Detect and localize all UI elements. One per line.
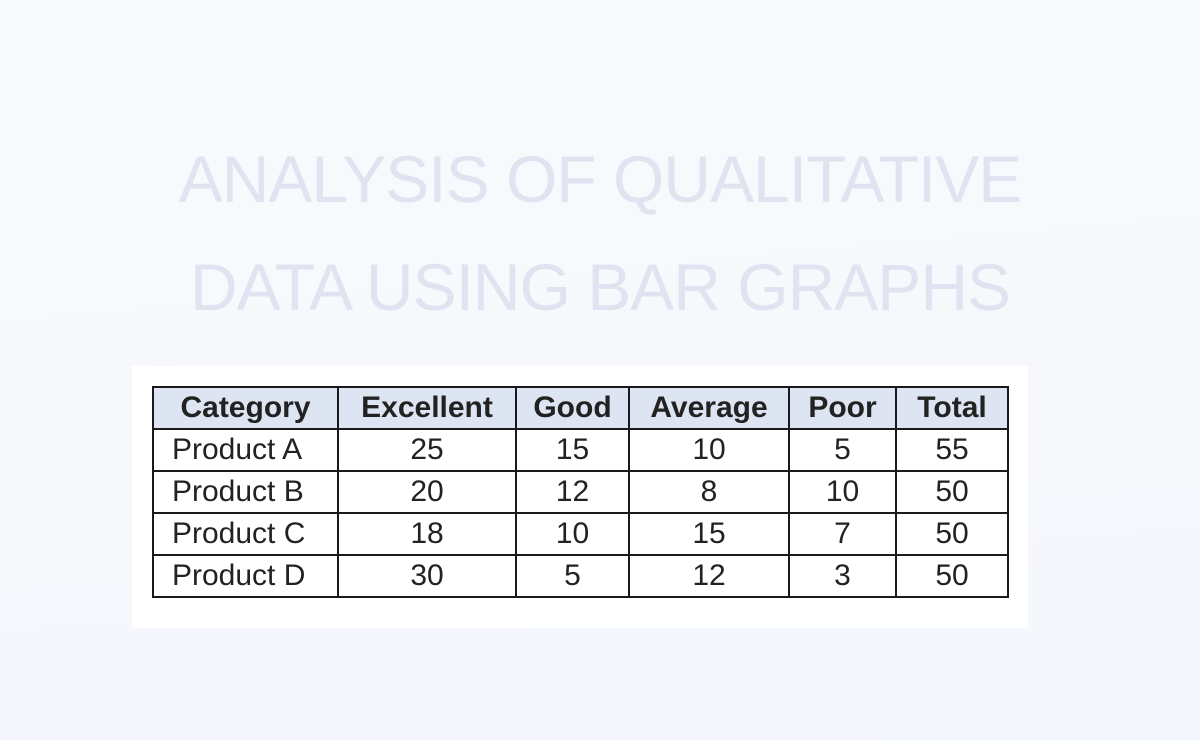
- header-cell: Average: [628, 386, 790, 430]
- title-line-1: ANALYSIS OF QUALITATIVE: [178, 142, 1023, 216]
- cell: 7: [788, 512, 897, 556]
- cell: 20: [337, 470, 517, 514]
- cell: 5: [515, 554, 630, 598]
- cell: 18: [337, 512, 517, 556]
- cell: 8: [628, 470, 790, 514]
- header-cell: Category: [152, 386, 339, 430]
- cell: 55: [895, 428, 1009, 472]
- header-cell: Poor: [788, 386, 897, 430]
- category-cell: Product B: [152, 470, 339, 514]
- cell: 10: [515, 512, 630, 556]
- category-cell: Product D: [152, 554, 339, 598]
- table-row: Product B 20 12 8 10 50: [152, 470, 1009, 514]
- data-table: Category Excellent Good Average Poor Tot…: [152, 386, 1009, 598]
- header-cell: Total: [895, 386, 1009, 430]
- cell: 10: [788, 470, 897, 514]
- table-row: Product A 25 15 10 5 55: [152, 428, 1009, 472]
- cell: 50: [895, 512, 1009, 556]
- cell: 3: [788, 554, 897, 598]
- cell: 10: [628, 428, 790, 472]
- page-title: ANALYSIS OF QUALITATIVE DATA USING BAR G…: [0, 125, 1200, 341]
- cell: 30: [337, 554, 517, 598]
- cell: 5: [788, 428, 897, 472]
- table-header-row: Category Excellent Good Average Poor Tot…: [152, 386, 1009, 430]
- title-line-2: DATA USING BAR GRAPHS: [189, 250, 1011, 324]
- cell: 50: [895, 554, 1009, 598]
- header-cell: Good: [515, 386, 630, 430]
- category-cell: Product C: [152, 512, 339, 556]
- category-cell: Product A: [152, 428, 339, 472]
- header-cell: Excellent: [337, 386, 517, 430]
- table-row: Product D 30 5 12 3 50: [152, 554, 1009, 598]
- cell: 50: [895, 470, 1009, 514]
- cell: 25: [337, 428, 517, 472]
- cell: 12: [628, 554, 790, 598]
- cell: 12: [515, 470, 630, 514]
- table-row: Product C 18 10 15 7 50: [152, 512, 1009, 556]
- cell: 15: [628, 512, 790, 556]
- cell: 15: [515, 428, 630, 472]
